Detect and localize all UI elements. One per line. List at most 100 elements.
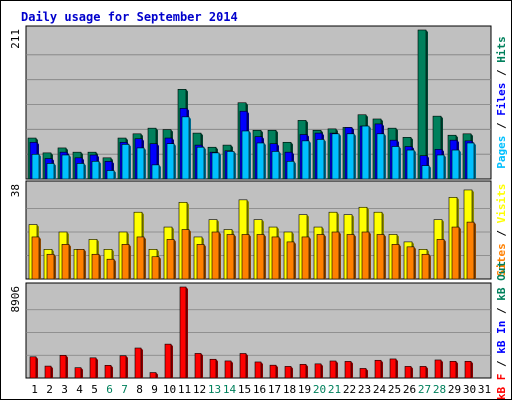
x-tick-label-day-12: 12 <box>193 383 206 396</box>
x-tick-label-day-16: 16 <box>253 383 266 396</box>
bar-sites-day-11 <box>181 229 191 280</box>
bar-sites-day-14 <box>226 234 236 280</box>
bar-pages-day-17 <box>271 151 281 180</box>
x-tick-label-day-28: 28 <box>433 383 446 396</box>
bar-kbf-day-26 <box>404 366 413 379</box>
x-tick-label-day-25: 25 <box>388 383 401 396</box>
bar-sites-day-21 <box>331 231 341 280</box>
panel-visits-bars <box>28 189 476 280</box>
legend-entry: Files <box>495 83 508 116</box>
bar-kbf-day-12 <box>194 353 203 379</box>
x-tick-label-day-11: 11 <box>178 383 191 396</box>
bar-pages-day-5 <box>91 161 101 180</box>
bar-sites-day-25 <box>391 244 401 280</box>
bar-kbf-day-23 <box>359 368 368 379</box>
x-axis-day-labels: 1 2 3 4 5 6 7 8 9 10 11 12 13 14 15 16 17 18 19 20 21 22 23 24 2… <box>31 383 491 396</box>
panel-kbytes-legend: kB F / kB In / kB Out <box>495 261 508 399</box>
bar-kbf-day-24 <box>374 359 383 379</box>
bar-sites-day-30 <box>466 221 476 280</box>
legend-entry: / <box>495 223 508 243</box>
bar-pages-day-29 <box>451 149 461 180</box>
bar-kbf-day-27 <box>419 366 428 379</box>
panel-kbytes-background <box>25 282 492 379</box>
bar-kbf-day-6 <box>104 365 113 379</box>
bar-kbf-day-15 <box>239 353 248 379</box>
panel-kbytes-max-label: 8906 <box>9 286 22 313</box>
x-tick-label-day-2: 2 <box>46 383 53 396</box>
bar-sites-day-8 <box>136 236 146 280</box>
bar-sites-day-15 <box>241 234 251 280</box>
bar-pages-day-28 <box>436 154 446 180</box>
bar-kbf-day-4 <box>74 367 83 379</box>
bar-sites-day-22 <box>346 234 356 280</box>
panel-hits-bars <box>27 29 476 180</box>
legend-entry: kB Out <box>495 261 508 301</box>
legend-entry: / <box>495 116 508 136</box>
bar-sites-day-29 <box>451 226 461 280</box>
bar-kbf-day-7 <box>119 355 128 379</box>
x-tick-label-day-5: 5 <box>91 383 98 396</box>
bar-sites-day-19 <box>301 236 311 280</box>
legend-entry: kB In <box>495 321 508 354</box>
panel-hits-legend: Pages / Files / Hits <box>495 36 508 169</box>
bar-pages-day-21 <box>331 133 341 180</box>
panel-hits-max-label: 211 <box>9 29 22 49</box>
legend-entry: kB F <box>495 374 508 399</box>
bar-pages-day-10 <box>166 143 176 180</box>
bar-kbf-day-22 <box>344 361 353 379</box>
x-tick-label-day-14: 14 <box>223 383 237 396</box>
bar-pages-day-9 <box>151 164 161 180</box>
bar-sites-day-12 <box>196 244 206 280</box>
bar-sites-day-27 <box>421 253 431 280</box>
bar-pages-day-18 <box>286 161 296 180</box>
bar-pages-day-16 <box>256 142 266 180</box>
bar-pages-day-25 <box>391 146 401 180</box>
legend-entry: Sites <box>495 243 508 276</box>
bar-sites-day-16 <box>256 234 266 280</box>
bar-pages-day-8 <box>136 147 146 180</box>
bar-pages-day-4 <box>76 163 86 180</box>
x-tick-label-day-9: 9 <box>151 383 158 396</box>
bar-pages-day-15 <box>241 130 251 180</box>
x-tick-label-day-6: 6 <box>106 383 113 396</box>
bar-sites-day-2 <box>46 253 56 280</box>
bar-kbf-day-2 <box>44 365 53 379</box>
x-tick-label-day-27: 27 <box>418 383 431 396</box>
bar-sites-day-26 <box>406 246 416 280</box>
legend-entry: Pages <box>495 136 508 169</box>
bar-pages-day-19 <box>301 140 311 180</box>
x-tick-label-day-7: 7 <box>121 383 128 396</box>
bar-pages-day-23 <box>361 125 371 180</box>
bar-kbf-day-1 <box>29 356 38 379</box>
panel-visits-legend: Sites / Visits <box>495 184 508 277</box>
x-tick-label-day-3: 3 <box>61 383 68 396</box>
bar-sites-day-9 <box>151 256 161 280</box>
legend-entry: / <box>495 63 508 83</box>
bar-kbf-day-29 <box>449 360 458 379</box>
bar-kbf-day-28 <box>434 359 443 379</box>
bar-sites-day-3 <box>61 244 71 280</box>
bar-sites-day-1 <box>31 236 41 280</box>
bar-sites-day-10 <box>166 239 176 280</box>
legend-entry: Hits <box>495 36 508 63</box>
bar-pages-day-27 <box>421 165 431 180</box>
x-tick-label-day-29: 29 <box>448 383 461 396</box>
bar-kbf-day-13 <box>209 358 218 379</box>
panel-kbytes-bars <box>29 286 473 379</box>
bar-pages-day-2 <box>46 163 56 180</box>
x-tick-label-day-30: 30 <box>463 383 476 396</box>
bar-sites-day-6 <box>106 258 116 280</box>
bar-kbf-day-3 <box>59 355 68 379</box>
x-tick-label-day-13: 13 <box>208 383 221 396</box>
x-tick-label-day-19: 19 <box>298 383 311 396</box>
x-tick-label-day-1: 1 <box>31 383 38 396</box>
panel-hits: 211 Pages / Files / Hits <box>9 25 508 180</box>
bar-kbf-day-30 <box>464 360 473 379</box>
bar-pages-day-1 <box>31 153 41 180</box>
legend-entry: Visits <box>495 184 508 224</box>
legend-entry: / <box>495 301 508 321</box>
bar-pages-day-24 <box>376 133 386 180</box>
bar-pages-day-13 <box>211 152 221 180</box>
